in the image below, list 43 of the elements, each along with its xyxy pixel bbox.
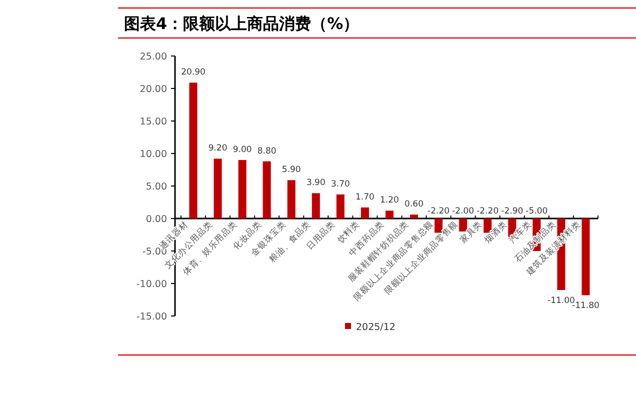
- bar: [238, 160, 246, 218]
- data-label: 8.80: [257, 146, 276, 156]
- data-label: -5.00: [526, 206, 548, 216]
- bar: [484, 218, 492, 233]
- y-tick-label: 5.00: [146, 182, 167, 192]
- y-tick-label: -10.00: [136, 279, 167, 290]
- y-tick-label: -15.00: [136, 312, 167, 322]
- y-tick-label: 0.00: [146, 214, 167, 225]
- data-label: -2.00: [452, 206, 474, 216]
- bar: [410, 214, 418, 218]
- x-tick-label: 家具类: [458, 218, 485, 246]
- data-label: -11.80: [572, 301, 600, 312]
- bar: [459, 218, 468, 232]
- data-label: 20.90: [181, 68, 206, 78]
- data-label: 1.70: [356, 192, 374, 202]
- data-label: 5.90: [282, 165, 301, 176]
- y-tick-label: 25.00: [140, 52, 167, 62]
- data-label: 3.70: [330, 179, 350, 190]
- y-tick-label: 10.00: [140, 149, 167, 160]
- y-tick-label: 20.00: [140, 84, 167, 95]
- bar: [434, 218, 443, 233]
- bar: [287, 180, 296, 218]
- bar: [214, 158, 222, 218]
- data-label: 1.20: [380, 196, 399, 206]
- legend-label: 2025/12: [356, 322, 396, 333]
- data-label: -2.20: [428, 206, 450, 216]
- data-label: 3.90: [306, 178, 326, 188]
- data-label: 9.00: [232, 145, 252, 155]
- y-tick-label: 15.00: [140, 116, 167, 128]
- data-label: -11.00: [548, 296, 575, 306]
- bar: [312, 193, 320, 218]
- bar: [386, 210, 394, 218]
- data-label: 9.20: [208, 144, 228, 154]
- bar: [582, 218, 590, 296]
- x-tick-label: 烟酒类: [482, 218, 510, 246]
- bar: [360, 207, 369, 218]
- bar: [189, 82, 198, 218]
- bar: [336, 194, 344, 218]
- data-label: -2.20: [476, 206, 499, 216]
- bar: [262, 161, 271, 218]
- data-label: 0.60: [404, 200, 424, 210]
- chart-title: 图表4：限额以上商品消费（%）: [124, 14, 360, 33]
- data-label: -2.90: [501, 206, 524, 216]
